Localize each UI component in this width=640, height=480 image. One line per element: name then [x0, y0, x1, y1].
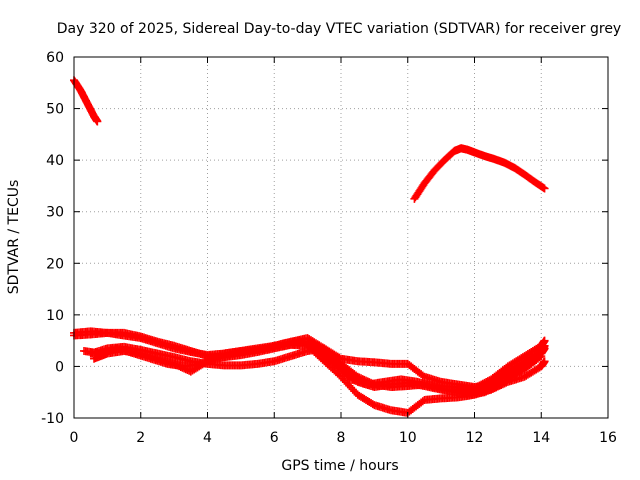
x-tick-label: 14 [532, 430, 550, 446]
y-tick-label: 20 [46, 256, 64, 272]
y-axis-label: SDTVAR / TECUs [6, 180, 22, 295]
series-arc-6 [453, 357, 549, 397]
y-tick-label: 30 [46, 205, 64, 221]
data-point [540, 184, 549, 193]
series-arc-high-morning [70, 76, 102, 126]
x-tick-label: 2 [136, 430, 145, 446]
x-tick-label: 8 [337, 430, 346, 446]
y-tick-label: 0 [55, 359, 64, 375]
data-series [70, 76, 549, 417]
data-point [528, 358, 537, 367]
data-point [540, 344, 549, 353]
y-tick-label: 10 [46, 308, 64, 324]
y-tick-label: 60 [46, 50, 64, 66]
x-tick-label: 6 [270, 430, 279, 446]
x-tick-label: 0 [70, 430, 79, 446]
data-point [530, 357, 539, 366]
x-tick-label: 10 [399, 430, 417, 446]
chart-title: Day 320 of 2025, Sidereal Day-to-day VTE… [57, 21, 621, 37]
x-axis-label: GPS time / hours [281, 458, 398, 474]
data-point [93, 117, 102, 126]
data-point [537, 352, 546, 361]
y-tick-label: 50 [46, 102, 64, 118]
x-tick-label: 4 [203, 430, 212, 446]
y-tick-label: -10 [41, 411, 64, 427]
axis-ticks: 0 2 4 6 8 10 12 14 16 -10 0 10 20 30 40 50 60 [41, 50, 617, 446]
x-tick-label: 12 [466, 430, 484, 446]
series-arc-high-evening [410, 144, 549, 203]
grid-lines [74, 57, 608, 418]
y-tick-label: 40 [46, 153, 64, 169]
data-point [535, 353, 544, 362]
x-tick-label: 16 [599, 430, 617, 446]
data-point [540, 357, 549, 366]
